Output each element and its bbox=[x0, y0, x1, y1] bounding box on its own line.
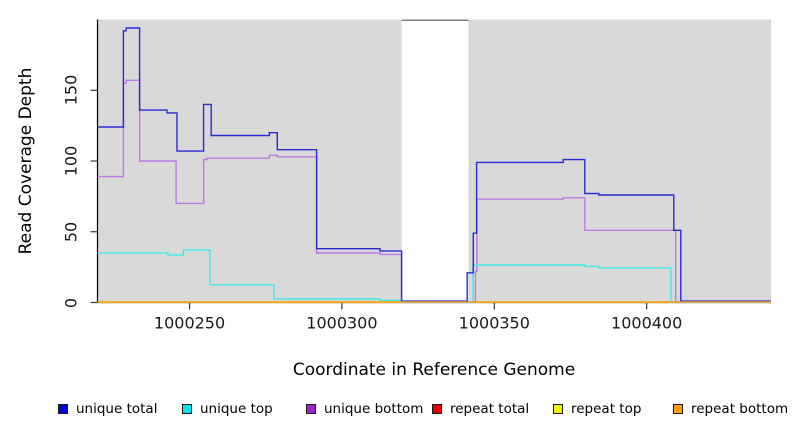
legend-swatch-repeat-total bbox=[432, 404, 442, 414]
x-tick-label: 1000300 bbox=[306, 313, 378, 333]
series-unique-bottom bbox=[97, 79, 771, 303]
legend-item-unique-bottom: unique bottom bbox=[306, 396, 423, 422]
legend-swatch-repeat-bottom bbox=[673, 404, 683, 414]
coverage-gap-region bbox=[401, 19, 469, 303]
series-unique-top bbox=[97, 249, 771, 303]
legend-swatch-unique-total bbox=[58, 404, 68, 414]
legend-item-repeat-top: repeat top bbox=[553, 396, 641, 422]
legend-swatch-repeat-top bbox=[553, 404, 563, 414]
legend-label-repeat-total: repeat total bbox=[450, 401, 530, 417]
x-tick-label: 1000350 bbox=[458, 313, 530, 333]
y-tick-label: 0 bbox=[61, 297, 81, 308]
legend-label-unique-total: unique total bbox=[76, 401, 158, 417]
legend-item-repeat-total: repeat total bbox=[432, 396, 529, 422]
legend-swatch-unique-top bbox=[182, 404, 192, 414]
x-tick-label: 1000400 bbox=[611, 313, 683, 333]
series-unique-total bbox=[97, 27, 771, 302]
legend-item-repeat-bottom: repeat bottom bbox=[673, 396, 788, 422]
legend-swatch-unique-bottom bbox=[306, 404, 316, 414]
legend-label-unique-top: unique top bbox=[200, 401, 273, 417]
legend-label-repeat-top: repeat top bbox=[571, 401, 642, 417]
y-axis-title: Read Coverage Depth bbox=[16, 67, 36, 255]
legend-item-unique-top: unique top bbox=[182, 396, 273, 422]
legend-label-unique-bottom: unique bottom bbox=[324, 401, 424, 417]
x-axis-title: Coordinate in Reference Genome bbox=[292, 360, 576, 380]
y-tick-label: 100 bbox=[61, 145, 81, 177]
y-tick-label: 150 bbox=[61, 74, 81, 106]
y-tick-label: 50 bbox=[61, 221, 81, 242]
legend-item-unique-total: unique total bbox=[58, 396, 157, 422]
legend: unique total unique top unique bottom repea… bbox=[0, 396, 792, 422]
legend-label-repeat-bottom: repeat bottom bbox=[691, 401, 789, 417]
x-tick-label: 1000250 bbox=[153, 313, 226, 333]
